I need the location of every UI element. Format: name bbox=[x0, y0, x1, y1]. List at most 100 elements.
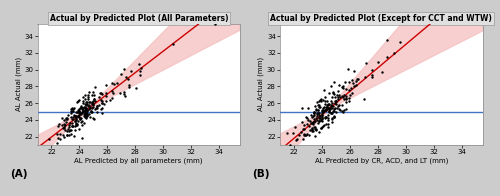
Point bbox=[340, 97, 347, 100]
Point bbox=[349, 82, 357, 85]
Point bbox=[344, 97, 352, 100]
Point bbox=[322, 115, 330, 119]
Point bbox=[300, 128, 308, 131]
Point bbox=[327, 104, 335, 107]
Point bbox=[328, 105, 336, 108]
Point bbox=[88, 103, 96, 106]
Point bbox=[110, 92, 118, 95]
Point bbox=[317, 119, 325, 122]
Point bbox=[383, 38, 391, 42]
Point bbox=[72, 117, 80, 120]
Point bbox=[82, 100, 90, 103]
Point bbox=[56, 132, 64, 135]
Point bbox=[81, 109, 89, 113]
Point bbox=[79, 100, 87, 103]
X-axis label: AL Predicted by all parameters (mm): AL Predicted by all parameters (mm) bbox=[74, 158, 203, 164]
Point bbox=[77, 113, 85, 116]
Point bbox=[80, 103, 88, 106]
Point bbox=[320, 107, 328, 110]
Point bbox=[90, 93, 98, 97]
Point bbox=[327, 112, 335, 115]
Point bbox=[340, 111, 347, 114]
Point bbox=[322, 105, 330, 108]
Point bbox=[318, 115, 326, 119]
Point bbox=[300, 133, 308, 136]
Point bbox=[318, 99, 326, 103]
Point bbox=[328, 91, 336, 94]
Point bbox=[53, 133, 61, 136]
Point bbox=[320, 110, 328, 113]
Point bbox=[80, 109, 88, 113]
Point bbox=[324, 113, 332, 117]
Point bbox=[334, 89, 342, 92]
Point bbox=[88, 106, 96, 109]
Point bbox=[78, 136, 86, 140]
Point bbox=[62, 128, 70, 131]
Point bbox=[306, 125, 314, 128]
Point bbox=[283, 132, 291, 135]
Point bbox=[63, 116, 71, 119]
Point bbox=[74, 109, 82, 112]
Point bbox=[310, 112, 318, 115]
Point bbox=[316, 119, 324, 122]
Point bbox=[80, 114, 88, 118]
Point bbox=[309, 114, 317, 117]
Point bbox=[318, 125, 326, 129]
Point bbox=[331, 101, 339, 104]
Point bbox=[84, 95, 92, 99]
Point bbox=[68, 106, 76, 109]
Point bbox=[70, 114, 78, 117]
Point bbox=[320, 108, 328, 111]
Point bbox=[308, 128, 316, 132]
Point bbox=[73, 123, 81, 126]
Point bbox=[72, 117, 80, 120]
Point bbox=[86, 105, 94, 108]
Point bbox=[362, 62, 370, 65]
Point bbox=[338, 86, 346, 89]
Point bbox=[341, 81, 349, 84]
Point bbox=[324, 105, 332, 108]
Point bbox=[93, 111, 101, 114]
Point bbox=[320, 88, 328, 91]
Point bbox=[81, 113, 89, 117]
Point bbox=[56, 122, 64, 125]
Point bbox=[84, 111, 92, 114]
Y-axis label: AL Actual (mm): AL Actual (mm) bbox=[15, 57, 22, 111]
Point bbox=[70, 106, 78, 110]
Point bbox=[64, 113, 72, 117]
Point bbox=[346, 93, 354, 96]
Point bbox=[318, 118, 326, 121]
Point bbox=[72, 114, 80, 118]
Point bbox=[318, 113, 326, 117]
Point bbox=[326, 107, 334, 110]
Point bbox=[310, 118, 318, 121]
Point bbox=[84, 97, 92, 101]
Point bbox=[368, 75, 376, 78]
Point bbox=[299, 127, 307, 130]
Point bbox=[66, 110, 74, 113]
Point bbox=[325, 107, 333, 110]
Point bbox=[322, 107, 330, 110]
Point bbox=[82, 116, 90, 119]
Point bbox=[75, 128, 83, 131]
Point bbox=[324, 103, 332, 106]
Point bbox=[330, 93, 338, 96]
Point bbox=[324, 116, 332, 119]
Point bbox=[324, 104, 332, 107]
Point bbox=[86, 106, 94, 109]
Point bbox=[124, 85, 132, 88]
Point bbox=[339, 87, 347, 90]
Point bbox=[80, 107, 88, 110]
Point bbox=[82, 113, 90, 116]
Point bbox=[306, 113, 314, 116]
Point bbox=[54, 137, 62, 140]
Point bbox=[108, 97, 116, 100]
Point bbox=[316, 99, 324, 102]
Point bbox=[303, 122, 311, 125]
Point bbox=[125, 83, 133, 87]
Point bbox=[73, 123, 81, 126]
Point bbox=[316, 99, 324, 102]
Point bbox=[86, 115, 94, 118]
Point bbox=[66, 107, 74, 111]
Point bbox=[324, 103, 332, 106]
